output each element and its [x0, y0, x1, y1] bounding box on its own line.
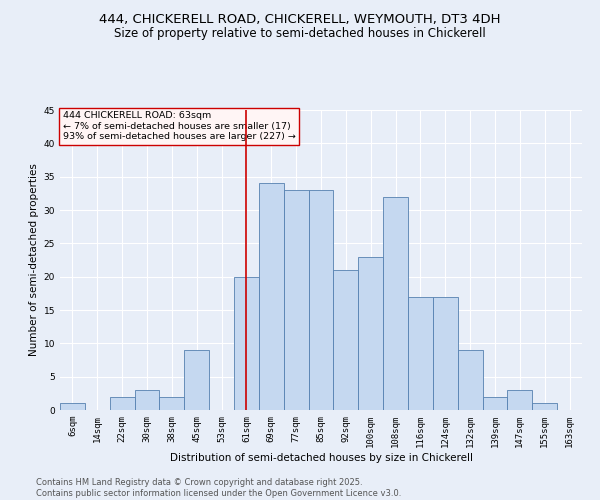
Bar [334, 270, 358, 410]
Y-axis label: Number of semi-detached properties: Number of semi-detached properties [29, 164, 40, 356]
Text: 444, CHICKERELL ROAD, CHICKERELL, WEYMOUTH, DT3 4DH: 444, CHICKERELL ROAD, CHICKERELL, WEYMOU… [99, 12, 501, 26]
Bar [284, 190, 308, 410]
Bar [308, 190, 334, 410]
Bar [234, 276, 259, 410]
Bar [110, 396, 134, 410]
Bar [433, 296, 458, 410]
Bar [408, 296, 433, 410]
Bar [60, 404, 85, 410]
Bar [383, 196, 408, 410]
Text: 444 CHICKERELL ROAD: 63sqm
← 7% of semi-detached houses are smaller (17)
93% of : 444 CHICKERELL ROAD: 63sqm ← 7% of semi-… [62, 112, 295, 142]
Bar [259, 184, 284, 410]
X-axis label: Distribution of semi-detached houses by size in Chickerell: Distribution of semi-detached houses by … [170, 452, 473, 462]
Bar [508, 390, 532, 410]
Text: Contains HM Land Registry data © Crown copyright and database right 2025.
Contai: Contains HM Land Registry data © Crown c… [36, 478, 401, 498]
Text: Size of property relative to semi-detached houses in Chickerell: Size of property relative to semi-detach… [114, 28, 486, 40]
Bar [532, 404, 557, 410]
Bar [358, 256, 383, 410]
Bar [184, 350, 209, 410]
Bar [160, 396, 184, 410]
Bar [482, 396, 508, 410]
Bar [134, 390, 160, 410]
Bar [458, 350, 482, 410]
